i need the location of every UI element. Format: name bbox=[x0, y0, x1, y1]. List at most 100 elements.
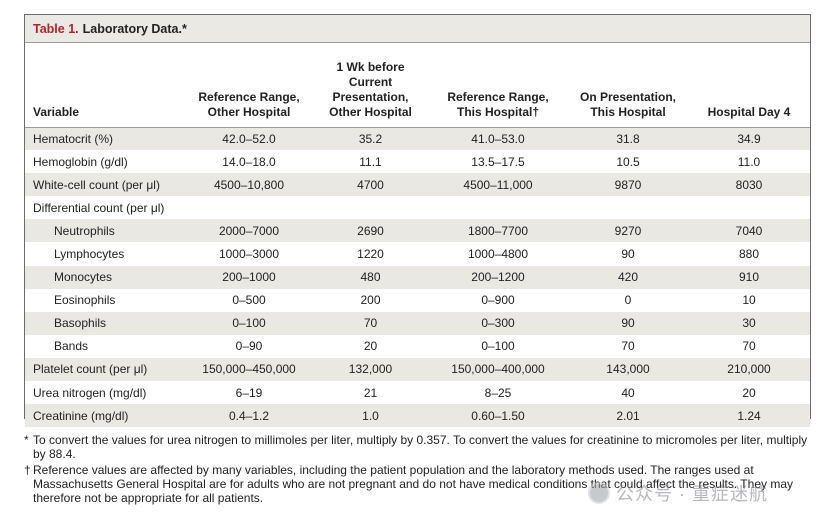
row-label: Urea nitrogen (mg/dl) bbox=[33, 385, 147, 400]
cell-presentation: 2.01 bbox=[568, 404, 688, 428]
table-row: Creatinine (mg/dl) 0.4–1.2 1.0 0.60–1.50 2.0… bbox=[25, 404, 810, 428]
row-label: Eosinophils bbox=[54, 293, 116, 308]
footnote-text: Reference values are affected by many va… bbox=[33, 463, 793, 505]
table-title-bar: Table 1. Laboratory Data.* bbox=[25, 15, 810, 43]
cell-ref-this: 0.60–1.50 bbox=[428, 404, 568, 428]
col-header-line: Hospital Day 4 bbox=[707, 104, 791, 119]
cell-wk-before: 20 bbox=[363, 339, 378, 354]
watermark-text: 公众号 · 重症迷航 bbox=[616, 484, 768, 504]
cell-wk-before: 11.1 bbox=[359, 154, 382, 169]
footnote-asterisk: * To convert the values for urea nitroge… bbox=[24, 433, 811, 461]
row-label: White-cell count (per μl) bbox=[25, 173, 185, 197]
cell-wk-before: 2690 bbox=[313, 219, 428, 243]
cell-ref-other: 0–100 bbox=[185, 311, 313, 335]
cell-presentation bbox=[568, 196, 688, 219]
cell-ref-this: 1800–7700 bbox=[428, 219, 568, 243]
cell-wk-before: 480 bbox=[313, 265, 428, 289]
table-row: Lymphocytes 1000–3000 1220 1000–4800 90 880 bbox=[25, 242, 810, 265]
col-header-line: Reference Range, bbox=[447, 89, 549, 104]
col-header-line: 1 Wk before bbox=[336, 59, 405, 74]
row-label: Differential count (per μl) bbox=[33, 200, 165, 215]
table-row: Eosinophils 0–500 200 0–900 0 10 bbox=[25, 289, 810, 312]
cell-ref-other: 200–1000 bbox=[185, 265, 313, 289]
cell-ref-this: 41.0–53.0 bbox=[428, 127, 568, 151]
cell-ref-other: 6–19 bbox=[235, 385, 263, 400]
footnote-text: To convert the values for urea nitrogen … bbox=[33, 433, 808, 461]
cell-ref-other bbox=[185, 196, 313, 219]
cell-ref-this: 0–300 bbox=[428, 311, 568, 335]
table-row: Neutrophils 2000–7000 2690 1800–7700 9270 704… bbox=[25, 219, 810, 243]
wechat-watermark: 公众号 · 重症迷航 bbox=[588, 478, 808, 508]
cell-presentation: 90 bbox=[621, 247, 635, 262]
cell-wk-before: 200 bbox=[360, 293, 381, 308]
cell-wk-before: 132,000 bbox=[313, 357, 428, 382]
footnote-mark: † bbox=[24, 463, 31, 477]
cell-presentation: 9870 bbox=[568, 173, 688, 197]
cell-wk-before: 1.0 bbox=[313, 404, 428, 428]
cell-day4: 880 bbox=[738, 247, 760, 262]
cell-day4: 34.9 bbox=[688, 127, 810, 151]
row-label: Neutrophils bbox=[25, 219, 185, 243]
col-header-day4: Hospital Day 4 bbox=[688, 43, 810, 128]
cell-ref-other: 14.0–18.0 bbox=[222, 154, 276, 169]
col-header-variable: Variable bbox=[25, 43, 185, 128]
cell-ref-this: 4500–11,000 bbox=[428, 173, 568, 197]
col-header-line: Current bbox=[348, 74, 393, 89]
cell-ref-other: 1000–3000 bbox=[218, 247, 280, 262]
cell-wk-before: 21 bbox=[363, 385, 378, 400]
cell-ref-other: 0.4–1.2 bbox=[185, 404, 313, 428]
cell-ref-other: 2000–7000 bbox=[185, 219, 313, 243]
row-label: Basophils bbox=[25, 311, 185, 335]
cell-ref-this: 13.5–17.5 bbox=[471, 154, 525, 169]
cell-ref-this: 0–900 bbox=[481, 293, 515, 308]
cell-presentation: 10.5 bbox=[616, 154, 640, 169]
cell-ref-other: 0–500 bbox=[232, 293, 266, 308]
table-title-text: Laboratory Data.* bbox=[82, 21, 187, 36]
lab-data-table-container: Table 1. Laboratory Data.* Variable Refe… bbox=[24, 14, 811, 428]
table-row: Differential count (per μl) bbox=[25, 196, 810, 219]
cell-ref-this: 200–1200 bbox=[428, 265, 568, 289]
cell-presentation: 31.8 bbox=[568, 127, 688, 151]
cell-wk-before bbox=[313, 196, 428, 219]
col-header-line: Other Hospital bbox=[207, 104, 291, 119]
cell-day4: 910 bbox=[688, 265, 810, 289]
cell-day4 bbox=[688, 196, 810, 219]
row-label: Hemoglobin (g/dl) bbox=[33, 154, 128, 169]
wechat-logo-icon bbox=[588, 482, 610, 504]
col-header-line: On Presentation, bbox=[579, 89, 677, 104]
table-row: Platelet count (per μl) 150,000–450,000 13… bbox=[25, 357, 810, 382]
col-header-ref-this: Reference Range, This Hospital† bbox=[428, 43, 568, 128]
cell-ref-other: 4500–10,800 bbox=[185, 173, 313, 197]
table-row: Monocytes 200–1000 480 200–1200 420 910 bbox=[25, 265, 810, 289]
cell-day4: 70 bbox=[742, 339, 756, 354]
table-header-row: Variable Reference Range, Other Hospital … bbox=[25, 43, 810, 128]
cell-ref-this: 1000–4800 bbox=[467, 247, 529, 262]
row-label: Creatinine (mg/dl) bbox=[25, 404, 185, 428]
col-header-line: Presentation, bbox=[332, 89, 409, 104]
footnote-mark: * bbox=[24, 433, 29, 447]
cell-presentation: 143,000 bbox=[568, 357, 688, 382]
table-row: Hemoglobin (g/dl) 14.0–18.0 11.1 13.5–17.5 1… bbox=[25, 150, 810, 173]
cell-day4: 10 bbox=[742, 293, 756, 308]
cell-day4: 30 bbox=[688, 311, 810, 335]
row-label: Hematocrit (%) bbox=[25, 127, 185, 151]
table-row: White-cell count (per μl) 4500–10,800 4700… bbox=[25, 173, 810, 197]
cell-ref-other: 42.0–52.0 bbox=[185, 127, 313, 151]
cell-day4: 8030 bbox=[688, 173, 810, 197]
col-header-line: Other Hospital bbox=[329, 104, 412, 119]
row-label: Monocytes bbox=[25, 265, 185, 289]
col-header-ref-other: Reference Range, Other Hospital bbox=[185, 43, 313, 128]
cell-presentation: 70 bbox=[621, 339, 635, 354]
cell-ref-other: 150,000–450,000 bbox=[185, 357, 313, 382]
cell-day4: 11.0 bbox=[737, 154, 761, 169]
cell-presentation: 40 bbox=[621, 385, 635, 400]
table-row: Bands 0–90 20 0–100 70 70 bbox=[25, 335, 810, 358]
cell-presentation: 420 bbox=[568, 265, 688, 289]
table-row: Basophils 0–100 70 0–300 90 30 bbox=[25, 311, 810, 335]
cell-day4: 210,000 bbox=[688, 357, 810, 382]
cell-ref-this: 8–25 bbox=[484, 385, 512, 400]
cell-day4: 7040 bbox=[688, 219, 810, 243]
cell-wk-before: 1220 bbox=[357, 247, 384, 262]
table-row: Hematocrit (%) 42.0–52.0 35.2 41.0–53.0 31.8… bbox=[25, 127, 810, 151]
footnotes: * To convert the values for urea nitroge… bbox=[24, 433, 811, 507]
